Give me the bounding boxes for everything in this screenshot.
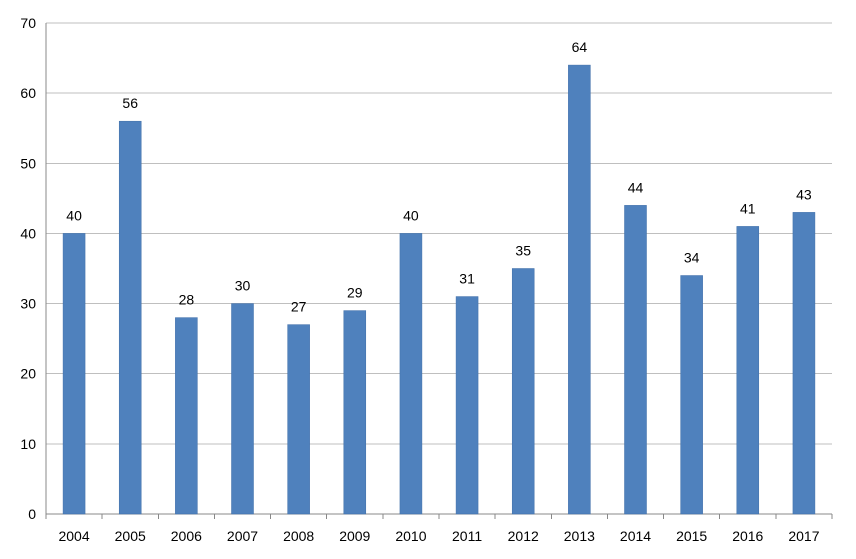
data-label-2011: 31: [459, 271, 475, 287]
bars: [62, 64, 816, 515]
bar-2009: [343, 310, 367, 515]
x-tick-label-2008: 2008: [283, 528, 314, 544]
bar-2010: [399, 233, 423, 515]
x-tick-label-2005: 2005: [115, 528, 146, 544]
bar-2011: [455, 296, 479, 515]
y-tick-label: 70: [20, 15, 36, 31]
bar-2006: [175, 317, 198, 515]
data-label-2006: 28: [179, 292, 195, 308]
y-tick-label: 40: [20, 225, 36, 241]
x-axis-tick-labels: 2004 2005 2006 2007 2008 2009 2010 2011 2012 2013…: [58, 528, 819, 544]
y-axis-tick-labels: 0 10 20 30 40 50 60 70: [20, 15, 36, 522]
x-tick-label-2014: 2014: [620, 528, 651, 544]
data-label-2012: 35: [515, 243, 531, 259]
data-label-2015: 34: [684, 250, 700, 266]
data-label-2017: 43: [796, 186, 812, 202]
data-label-2014: 44: [628, 179, 644, 195]
x-tick-label-2007: 2007: [227, 528, 258, 544]
data-label-2005: 56: [122, 95, 138, 111]
x-tick-label-2009: 2009: [339, 528, 370, 544]
data-label-2008: 27: [291, 299, 307, 315]
bar-2014: [624, 205, 647, 515]
data-label-2004: 40: [66, 207, 82, 223]
x-tick-label-2015: 2015: [676, 528, 707, 544]
data-label-2007: 30: [235, 278, 251, 294]
x-tick-label-2017: 2017: [788, 528, 819, 544]
data-label-2016: 41: [740, 200, 756, 216]
x-tick-label-2004: 2004: [58, 528, 89, 544]
x-tick-label-2011: 2011: [452, 528, 482, 544]
x-tick-label-2012: 2012: [508, 528, 539, 544]
y-tick-label: 30: [20, 296, 36, 312]
bar-2008: [287, 324, 310, 515]
y-tick-label: 20: [20, 366, 36, 382]
bar-2012: [511, 268, 535, 515]
bar-2013: [568, 64, 591, 515]
y-tick-label: 60: [20, 85, 36, 101]
y-tick-label: 10: [20, 436, 36, 452]
y-tick-label: 50: [20, 155, 36, 171]
y-tick-label: 0: [28, 506, 36, 522]
bar-2016: [736, 226, 760, 515]
x-tick-label-2010: 2010: [395, 528, 426, 544]
bar-2004: [62, 233, 86, 515]
x-tick-label-2016: 2016: [732, 528, 763, 544]
data-label-2009: 29: [347, 285, 363, 301]
data-labels: 40 56 28 30 27 29 40 31 35 64 44 34 41 43: [66, 39, 812, 315]
bar-2007: [231, 303, 254, 515]
data-label-2010: 40: [403, 207, 419, 223]
bar-2017: [792, 212, 816, 515]
x-tick-label-2006: 2006: [171, 528, 202, 544]
bar-2005: [118, 120, 142, 515]
x-tick-label-2013: 2013: [564, 528, 595, 544]
bar-2015: [680, 275, 703, 515]
data-label-2013: 64: [572, 39, 588, 55]
